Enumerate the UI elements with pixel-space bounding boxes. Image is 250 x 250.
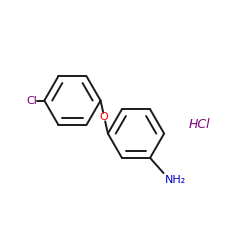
Text: HCl: HCl [188,118,210,132]
Text: NH₂: NH₂ [165,175,186,185]
Text: Cl: Cl [26,96,37,106]
Text: O: O [100,112,108,122]
